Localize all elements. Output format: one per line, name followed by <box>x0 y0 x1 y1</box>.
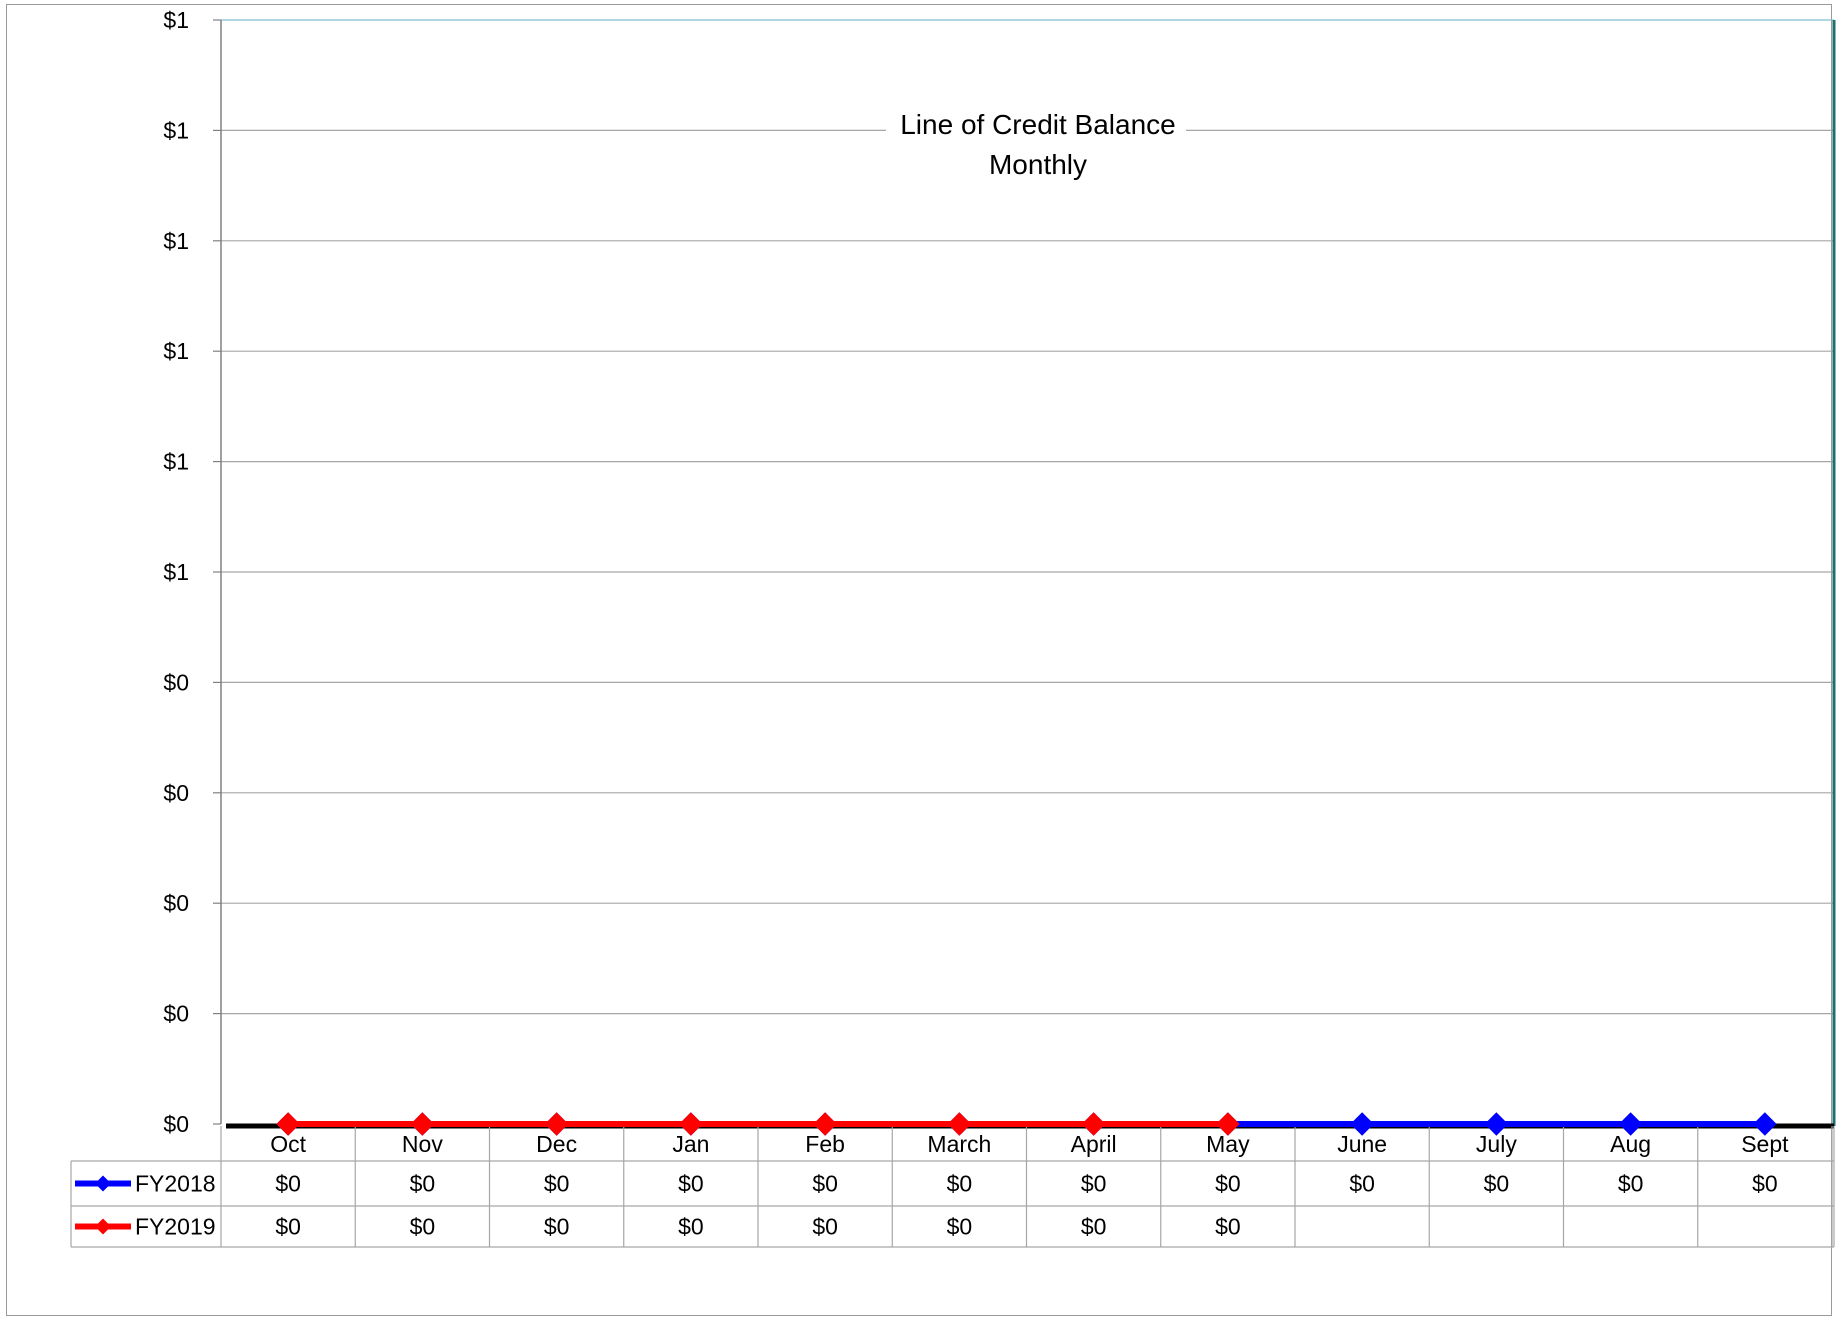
table-cell-value: $0 <box>1484 1171 1510 1197</box>
chart-title: Line of Credit Balance <box>900 109 1176 140</box>
table-cell-value: $0 <box>812 1214 838 1240</box>
table-cell-value: $0 <box>678 1214 704 1240</box>
data-point-fy2019 <box>1216 1112 1240 1136</box>
y-tick-label: $1 <box>163 449 189 475</box>
legend-series-name: FY2019 <box>135 1214 216 1240</box>
table-cell-value: $0 <box>1618 1171 1644 1197</box>
y-tick-label: $1 <box>163 228 189 254</box>
table-cell-value: $0 <box>1081 1171 1107 1197</box>
data-point-fy2018 <box>1350 1112 1374 1136</box>
data-point-fy2018 <box>1753 1112 1777 1136</box>
table-cell-value: $0 <box>1349 1171 1375 1197</box>
table-cell-value: $0 <box>1215 1214 1241 1240</box>
data-point-fy2019 <box>410 1112 435 1136</box>
y-tick-label: $1 <box>163 559 189 585</box>
data-point-fy2018 <box>1618 1112 1643 1136</box>
legend-key-marker <box>95 1175 111 1192</box>
table-cell-value: $0 <box>275 1171 301 1197</box>
legend-series-name: FY2018 <box>135 1171 216 1197</box>
table-cell-value: $0 <box>410 1171 436 1197</box>
data-point-fy2019 <box>544 1112 569 1136</box>
table-cell-value: $0 <box>1752 1171 1778 1197</box>
table-cell-value: $0 <box>812 1171 838 1197</box>
y-tick-label: $0 <box>163 1001 189 1027</box>
data-point-fy2018 <box>1484 1112 1509 1136</box>
y-tick-label: $0 <box>163 890 189 916</box>
y-tick-label: $1 <box>163 338 189 364</box>
data-point-fy2019 <box>679 1112 703 1136</box>
y-tick-label: $0 <box>163 780 189 806</box>
table-cell-value: $0 <box>544 1171 570 1197</box>
table-cell-value: $0 <box>678 1171 704 1197</box>
table-cell-value: $0 <box>544 1214 570 1240</box>
y-tick-label: $0 <box>163 669 189 695</box>
chart-subtitle: Monthly <box>989 149 1087 180</box>
table-cell-value: $0 <box>947 1171 973 1197</box>
y-tick-label: $0 <box>163 1111 189 1137</box>
table-cell-value: $0 <box>410 1214 436 1240</box>
y-tick-label: $1 <box>163 7 189 33</box>
data-point-fy2019 <box>276 1112 300 1136</box>
y-tick-label: $1 <box>163 117 189 143</box>
data-point-fy2019 <box>947 1112 972 1136</box>
table-cell-value: $0 <box>947 1214 973 1240</box>
legend-key-marker <box>95 1218 111 1235</box>
title-background <box>886 104 1186 154</box>
table-cell-value: $0 <box>1215 1171 1241 1197</box>
chart-frame <box>6 4 1832 1316</box>
table-cell-value: $0 <box>1081 1214 1107 1240</box>
data-point-fy2019 <box>1081 1112 1106 1136</box>
data-point-fy2019 <box>813 1112 837 1136</box>
table-cell-value: $0 <box>275 1214 301 1240</box>
